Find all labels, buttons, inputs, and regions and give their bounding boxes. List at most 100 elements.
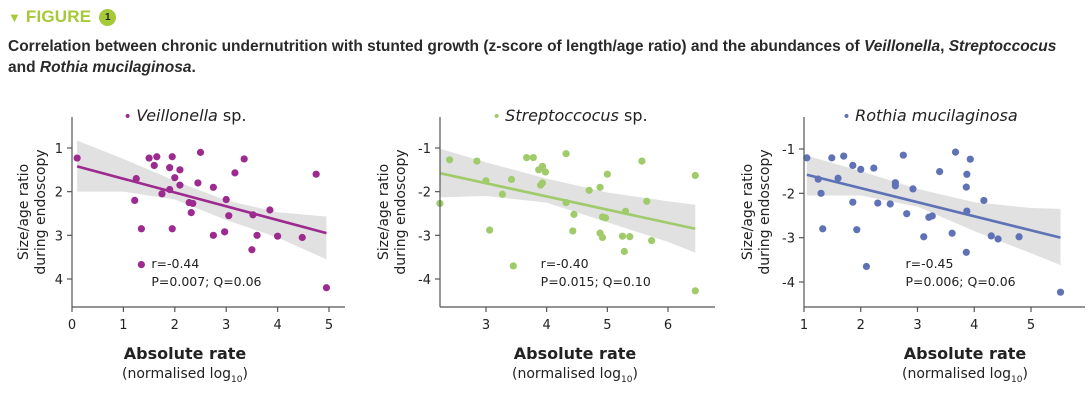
regression-line	[806, 173, 1061, 239]
y-tick-label: 1	[55, 142, 63, 157]
x-axis-sublabel-end: )	[242, 366, 247, 382]
x-axis-sublabel-subscript: 10	[1011, 375, 1023, 385]
x-axis-sublabel-text: (normalised log	[122, 366, 231, 382]
triangle-down-icon: ▼	[8, 9, 21, 25]
data-point	[153, 153, 161, 161]
data-point	[862, 262, 871, 271]
data-point	[621, 207, 630, 215]
data-point	[849, 198, 857, 206]
data-point	[209, 231, 217, 239]
p-q-values: P=0.015; Q=0.10	[541, 274, 651, 289]
data-point	[73, 154, 81, 162]
data-point	[322, 284, 331, 292]
data-point	[936, 168, 944, 176]
y-tick-label: -1	[782, 143, 795, 158]
caption-sep: ,	[940, 38, 949, 55]
data-point	[903, 210, 911, 218]
data-point	[137, 225, 145, 233]
panel-title: • Veillonella sp.	[123, 106, 246, 125]
x-tick-label: 5	[603, 318, 611, 333]
figure-header: ▼ FIGURE 1	[8, 7, 117, 27]
data-point	[891, 182, 899, 190]
data-point	[1056, 288, 1065, 296]
y-axis-label-line2: during endoscopy	[393, 149, 409, 274]
p-q-values: P=0.007; Q=0.06	[151, 274, 261, 289]
x-tick-label: 2	[171, 318, 179, 333]
y-axis-label-line1: Size/age ratio	[376, 164, 392, 260]
data-point	[569, 227, 577, 235]
figure-label: FIGURE	[25, 7, 92, 26]
confidence-band	[806, 155, 1061, 266]
y-tick-label: -3	[782, 232, 795, 247]
panel-title: • Streptoccocus sp.	[492, 106, 647, 125]
panel-title-species: Rothia mucilaginosa	[855, 106, 1018, 125]
x-axis-sublabel-text: (normalised log	[512, 366, 621, 382]
data-point	[240, 155, 248, 163]
y-axis-label: Size/age ratioduring endoscopy	[376, 149, 409, 274]
x-tick-label: 4	[543, 318, 551, 333]
data-point	[618, 232, 627, 240]
data-point	[541, 168, 550, 176]
x-axis-sublabel-subscript: 10	[621, 375, 633, 385]
data-point	[870, 164, 878, 172]
data-point	[601, 214, 610, 222]
y-tick-label: -2	[418, 186, 431, 201]
y-axis-label: Size/age ratioduring endoscopy	[16, 149, 49, 274]
data-point	[691, 287, 699, 295]
data-point	[209, 183, 217, 191]
data-point	[962, 183, 970, 191]
data-point	[221, 228, 229, 236]
x-tick-label: 6	[664, 318, 672, 333]
y-axis-label-line1: Size/age ratio	[16, 164, 32, 260]
data-point	[498, 190, 506, 198]
x-axis-label: Absolute rate	[514, 344, 637, 363]
data-point	[928, 212, 936, 220]
x-tick-label: 0	[68, 318, 76, 333]
data-point	[486, 226, 494, 234]
y-tick-label: 4	[55, 273, 63, 288]
data-point	[176, 181, 184, 189]
data-point	[249, 211, 257, 219]
x-tick-label: 5	[1027, 318, 1035, 333]
data-point	[253, 231, 261, 239]
data-point	[562, 150, 570, 158]
caption-text: Correlation between chronic undernutriti…	[8, 38, 864, 55]
data-point	[298, 233, 306, 242]
data-point	[626, 233, 634, 241]
data-point	[853, 226, 861, 234]
data-point	[132, 174, 140, 183]
x-tick-label: 1	[800, 318, 808, 333]
data-point	[899, 151, 907, 159]
figure-number-badge: 1	[99, 8, 117, 26]
y-tick-label: -2	[782, 187, 795, 202]
data-point	[131, 196, 139, 204]
x-axis-label: Absolute rate	[904, 344, 1027, 363]
data-point	[473, 157, 481, 165]
scatter-plot-streptococcus: • Streptoccocus sp. -1 -2 -3 -4 3 4 5 6 Size/age …	[376, 106, 715, 385]
data-point	[840, 152, 848, 160]
data-point	[598, 233, 607, 242]
panel-title: • Rothia mucilaginosa	[842, 106, 1017, 125]
data-point	[538, 179, 547, 187]
data-point	[312, 170, 320, 178]
data-point	[886, 200, 894, 208]
data-point	[189, 199, 197, 208]
data-point	[966, 155, 974, 163]
data-point	[482, 177, 490, 185]
caption-genus-veillonella: Veillonella	[863, 38, 941, 55]
caption-species-rothia: Rothia mucilaginosa	[39, 59, 192, 76]
data-point	[963, 170, 971, 178]
panel-title-species: Streptoccocus	[505, 106, 619, 125]
data-point	[168, 225, 176, 233]
x-tick-label: 4	[273, 318, 281, 333]
y-axis-label-line1: Size/age ratio	[740, 164, 756, 260]
data-point	[225, 212, 233, 220]
data-point	[585, 186, 593, 194]
data-point	[231, 169, 239, 177]
y-tick-label: -4	[782, 276, 795, 291]
data-point	[171, 174, 179, 182]
data-point	[948, 229, 956, 237]
panel-title-suffix: sp.	[619, 106, 648, 125]
data-point	[168, 153, 176, 161]
data-point	[166, 185, 174, 194]
